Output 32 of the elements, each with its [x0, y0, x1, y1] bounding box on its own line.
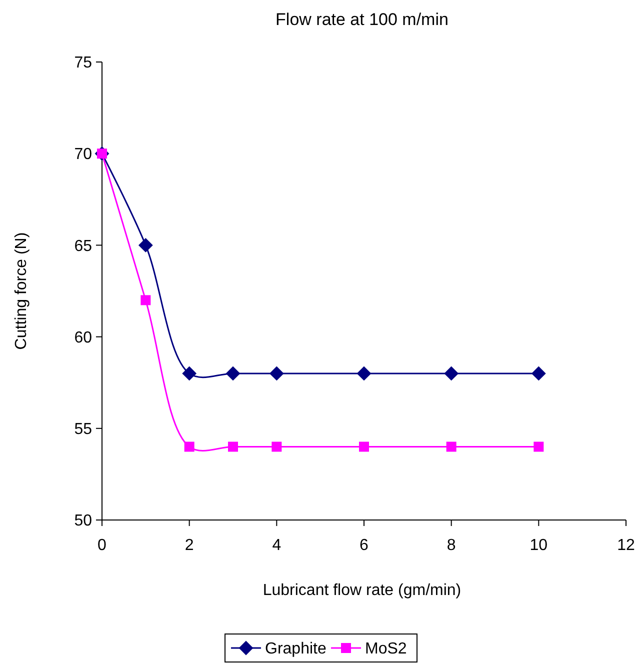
point	[226, 366, 240, 380]
y-tick-label: 65	[74, 238, 92, 255]
y-tick-label: 70	[74, 146, 92, 164]
point	[359, 442, 369, 452]
y-tick-label: 55	[74, 421, 92, 438]
x-tick-label: 2	[184, 537, 194, 554]
y-tick-label: 60	[74, 329, 92, 346]
x-tick-label: 12	[617, 537, 635, 554]
point	[444, 366, 458, 380]
chart-title: Flow rate at 100 m/min	[276, 10, 448, 29]
legend-label: Graphite	[265, 640, 326, 658]
y-tick-label: 75	[74, 54, 92, 72]
x-tick-label: 10	[530, 537, 548, 554]
x-axis-title: Lubricant flow rate (gm/min)	[262, 582, 462, 599]
point	[182, 366, 196, 380]
point	[357, 366, 371, 380]
x-tick-label: 8	[446, 537, 456, 554]
x-tick-label: 4	[272, 537, 282, 554]
legend-label: MoS2	[365, 640, 407, 658]
y-tick-label: 50	[74, 512, 92, 530]
point	[532, 366, 546, 380]
point	[270, 366, 284, 380]
point	[140, 295, 151, 306]
point	[534, 442, 544, 452]
point	[228, 442, 238, 452]
x-tick-label: 0	[98, 537, 107, 554]
point	[272, 442, 282, 452]
x-tick-label: 6	[360, 537, 369, 554]
y-axis-title: Cutting force (N)	[13, 232, 30, 350]
point	[184, 442, 194, 452]
point	[446, 442, 456, 452]
point	[138, 238, 153, 252]
